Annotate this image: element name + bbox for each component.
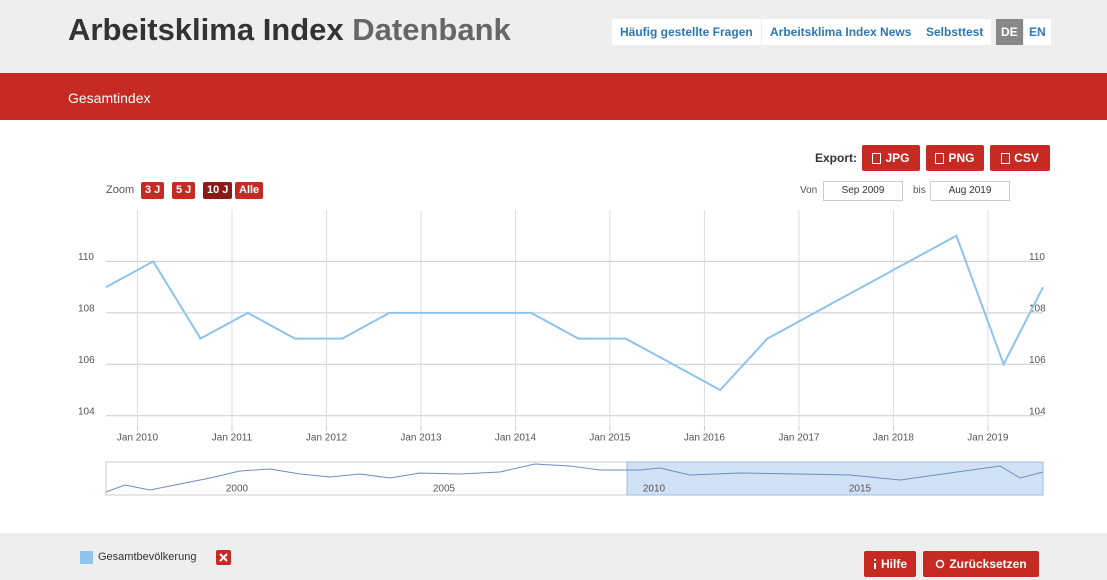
zoom-button[interactable]: 3 J bbox=[141, 182, 165, 199]
export-label: Export: bbox=[815, 151, 857, 165]
x-tick-label: Jan 2016 bbox=[684, 433, 726, 444]
info-icon bbox=[873, 559, 876, 569]
x-tick-label: Jan 2011 bbox=[212, 433, 253, 444]
x-tick-label: Jan 2014 bbox=[495, 433, 537, 444]
plot-area bbox=[106, 210, 1043, 426]
site-title: Arbeitsklima Index Datenbank bbox=[68, 12, 511, 48]
refresh-icon bbox=[936, 559, 945, 569]
x-tick-label: Jan 2013 bbox=[400, 433, 442, 444]
export-text: CSV bbox=[1014, 151, 1039, 165]
lang-button[interactable]: DE bbox=[996, 19, 1023, 45]
nav-link[interactable]: Häufig gestellte Fragen bbox=[612, 19, 761, 45]
export-button[interactable]: CSV bbox=[990, 145, 1050, 171]
file-icon bbox=[1001, 152, 1011, 164]
y-tick-label: 108 bbox=[78, 303, 95, 314]
y-tick-label: 110 bbox=[78, 252, 94, 263]
lang-button[interactable]: EN bbox=[1024, 19, 1051, 45]
file-icon bbox=[872, 152, 882, 164]
title-suffix: Datenbank bbox=[352, 12, 511, 47]
x-tick-label: Jan 2017 bbox=[778, 433, 820, 444]
reset-text: Zurücksetzen bbox=[949, 557, 1027, 571]
zoom-button[interactable]: Alle bbox=[235, 182, 264, 199]
to-input[interactable]: Aug 2019 bbox=[930, 181, 1010, 201]
zoom-button[interactable]: 5 J bbox=[172, 182, 196, 199]
nav-link[interactable]: Arbeitsklima Index News bbox=[762, 19, 920, 45]
y-tick-label: 104 bbox=[78, 406, 95, 417]
x-tick-label: Jan 2018 bbox=[873, 433, 915, 444]
section-title: Gesamtindex bbox=[68, 90, 151, 106]
from-input[interactable]: Sep 2009 bbox=[823, 181, 903, 201]
x-tick-label: Jan 2015 bbox=[589, 433, 631, 444]
y-tick-label: 106 bbox=[78, 355, 95, 366]
y-tick-label-right: 106 bbox=[1029, 355, 1046, 366]
to-label: bis bbox=[913, 185, 926, 196]
x-tick-label: Jan 2019 bbox=[967, 433, 1009, 444]
export-button[interactable]: JPG bbox=[862, 145, 920, 171]
x-tick-label: Jan 2012 bbox=[306, 433, 348, 444]
series-line bbox=[105, 234, 1044, 392]
reset-button[interactable]: Zurücksetzen bbox=[923, 551, 1039, 577]
y-tick-label-right: 110 bbox=[1029, 252, 1045, 263]
help-text: Hilfe bbox=[880, 557, 907, 571]
legend-remove[interactable] bbox=[216, 550, 231, 565]
file-icon bbox=[935, 152, 945, 164]
x-tick-label: Jan 2010 bbox=[117, 433, 159, 444]
section-bar bbox=[0, 73, 1107, 120]
nav-link[interactable]: Selbsttest bbox=[918, 19, 992, 45]
navigator-selection bbox=[626, 461, 1044, 496]
legend-swatch bbox=[80, 551, 93, 564]
export-text: JPG bbox=[885, 151, 910, 165]
navigator-line bbox=[105, 463, 1044, 493]
navigator-label: 2005 bbox=[433, 484, 456, 495]
export-text: PNG bbox=[948, 151, 975, 165]
zoom-label: Zoom bbox=[106, 184, 135, 196]
navigator-label: 2015 bbox=[849, 484, 872, 495]
legend-label: Gesamtbevölkerung bbox=[98, 551, 197, 563]
y-tick-label-right: 108 bbox=[1029, 303, 1046, 314]
navigator-label: 2010 bbox=[643, 484, 666, 495]
from-label: Von bbox=[800, 185, 818, 196]
title: Arbeitsklima Index bbox=[68, 12, 344, 47]
help-button[interactable]: Hilfe bbox=[864, 551, 916, 577]
export-button[interactable]: PNG bbox=[926, 145, 984, 171]
navigator-label: 2000 bbox=[226, 484, 249, 495]
footer bbox=[0, 533, 1107, 580]
y-tick-label-right: 104 bbox=[1029, 406, 1046, 417]
zoom-button[interactable]: 10 J bbox=[203, 182, 233, 199]
